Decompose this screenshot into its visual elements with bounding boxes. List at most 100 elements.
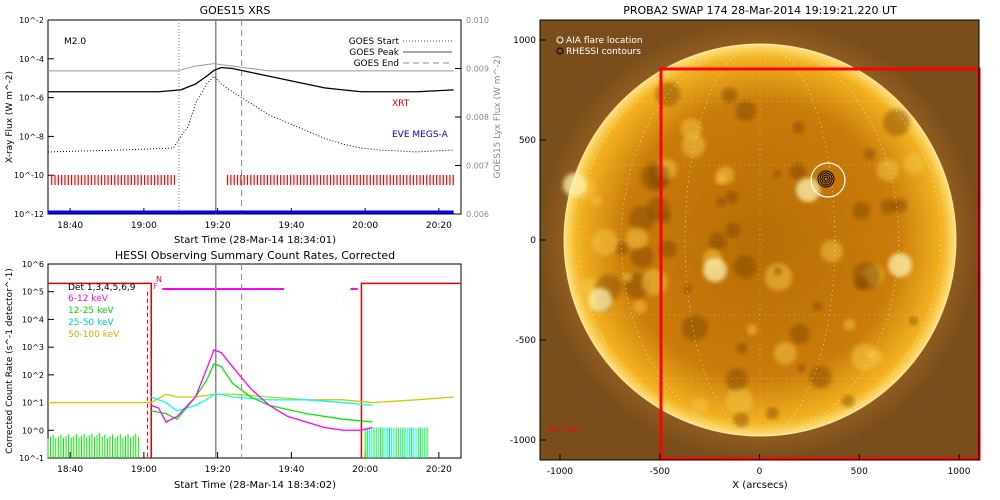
goes-ytick-label: 10^-2 (19, 16, 44, 25)
sun-texture-blob (681, 133, 706, 158)
sun-texture-blob (641, 269, 668, 296)
goes-y2tick-label: 0.008 (466, 113, 489, 122)
goes-ytick-label: 10^-10 (14, 171, 44, 180)
sun-texture-blob (864, 148, 876, 160)
rhessi-contour-4 (823, 176, 829, 182)
sun-texture-blob (628, 205, 655, 232)
sun-texture-blob (852, 201, 871, 220)
goes-legend-end: GOES End (354, 59, 399, 69)
hessi-xtick-label: 20:00 (352, 465, 378, 475)
hessi-xtick-label: 19:40 (278, 465, 304, 475)
swap-ytick-label: 1000 (513, 36, 536, 46)
hessi-ytick-label: 10^6 (22, 260, 44, 269)
sun-texture-blob (733, 412, 749, 428)
goes-xtick-label: 19:20 (205, 221, 231, 231)
goes-xtick-label: 20:20 (426, 221, 452, 231)
sun-texture-blob (880, 198, 897, 215)
aia-flare-location-marker (810, 162, 846, 198)
sun-texture-blob (590, 195, 602, 207)
goes-long-channel-line (48, 66, 454, 93)
goes-ytick-label: 10^-8 (19, 132, 44, 141)
sun-texture-blob (892, 198, 908, 213)
sun-texture-blob (735, 100, 756, 122)
goes-xtick-label: 20:00 (352, 221, 378, 231)
sun-texture-blob (633, 299, 647, 314)
swap-ytick-label: -500 (516, 336, 537, 346)
sun-texture-blob (746, 324, 758, 335)
swap-xtick-label: -1000 (547, 467, 573, 477)
sun-texture-blob (733, 255, 757, 279)
sun-texture-blob (851, 343, 879, 372)
swap-legend-aia: AIA flare location (566, 36, 643, 46)
swap-legend-rhessi: RHESSI contours (566, 47, 641, 57)
rhessi-contour-3 (821, 174, 831, 184)
goes-xlabel: Start Time (28-Mar-14 18:34:01) (174, 235, 336, 246)
sun-texture-blob (576, 278, 593, 296)
hessi-night-line-left (48, 282, 152, 458)
sun-texture-blob (725, 190, 739, 204)
sun-texture-blob (681, 314, 708, 342)
sun-texture-blob (683, 284, 693, 294)
goes-ylabel: X-ray Flux (W m^-2) (5, 71, 15, 163)
swap-xlabel: X (arcsecs) (732, 480, 788, 491)
sun-texture-blob (797, 363, 806, 373)
goes-lyx-line (48, 63, 454, 72)
rhessi-contour-1 (817, 170, 835, 188)
sun-texture-blob (725, 386, 754, 415)
sun-texture-blob (721, 87, 738, 103)
rhessi-contour-2 (819, 172, 833, 186)
hessi-6-12-kev-line (151, 349, 373, 431)
hessi-night-line-right (360, 282, 461, 458)
hessi-xlabel: Start Time (28-Mar-14 18:34:02) (174, 480, 336, 491)
sun-texture-blob (841, 394, 855, 408)
active-region (703, 258, 727, 282)
goes-xtick-label: 19:40 (278, 221, 304, 231)
active-region (588, 288, 612, 312)
goes-y2tick-label: 0.010 (466, 16, 489, 25)
hessi-ytick-label: 10^3 (22, 343, 44, 352)
hessi-50-100-kev-line (48, 393, 454, 404)
sun-texture-blob (766, 407, 779, 420)
aia-legend-symbol (556, 36, 564, 44)
swap-xtick-label: 500 (851, 467, 868, 477)
sun-texture-blob (625, 227, 648, 250)
sun-texture-blob (655, 81, 681, 107)
hessi-legend-25-50: 25-50 keV (68, 318, 114, 328)
hessi-ytick-label: 10^0 (22, 426, 44, 435)
goes-xtick-label: 18:40 (57, 221, 83, 231)
goes-ytick-label: 10^-12 (14, 210, 44, 219)
active-region (796, 178, 820, 202)
sun-texture-blob (640, 163, 669, 191)
sun-texture-blob (903, 153, 925, 175)
goes-eve-label: EVE MEGS-A (392, 130, 449, 140)
goes-y2tick-label: 0.007 (466, 162, 489, 171)
swap-xtick-label: -500 (650, 467, 671, 477)
swap-legend: AIA flare location RHESSI contours (556, 36, 643, 57)
active-region (563, 173, 587, 197)
goes-flare-class: M2.0 (64, 37, 86, 47)
sun-texture-blob (714, 173, 727, 185)
sun-texture-blob (820, 240, 843, 263)
hessi-flag-f: F (153, 282, 158, 291)
goes-y2tick-label: 0.009 (466, 65, 489, 74)
hessi-xtick-label: 18:40 (57, 465, 83, 475)
goes-short-channel-line (47, 75, 454, 153)
swap-xtick-label: 1000 (948, 467, 971, 477)
sun-texture-blob (691, 397, 708, 414)
goes-y2label: GOES15 Lyx Flux (W m^-2) (493, 55, 503, 178)
sun-texture-blob (716, 196, 727, 207)
grid-meridian (578, 43, 942, 437)
sun-texture-blob (708, 232, 727, 251)
swap-ytick-label: 0 (530, 236, 536, 246)
hessi-legend-12-25: 12-25 keV (68, 306, 114, 316)
sun-texture-blob (789, 323, 810, 344)
sun-texture-blob (764, 263, 793, 291)
goes-xtick-label: 19:00 (131, 221, 157, 231)
hessi-xtick-label: 19:20 (205, 465, 231, 475)
hessi-12-25-kev-line (151, 362, 373, 423)
sun-texture-blob (658, 239, 677, 258)
sun-texture-blob (789, 163, 806, 180)
swap-xtick-label: 0 (757, 467, 763, 477)
sun-texture-blob (630, 244, 654, 268)
